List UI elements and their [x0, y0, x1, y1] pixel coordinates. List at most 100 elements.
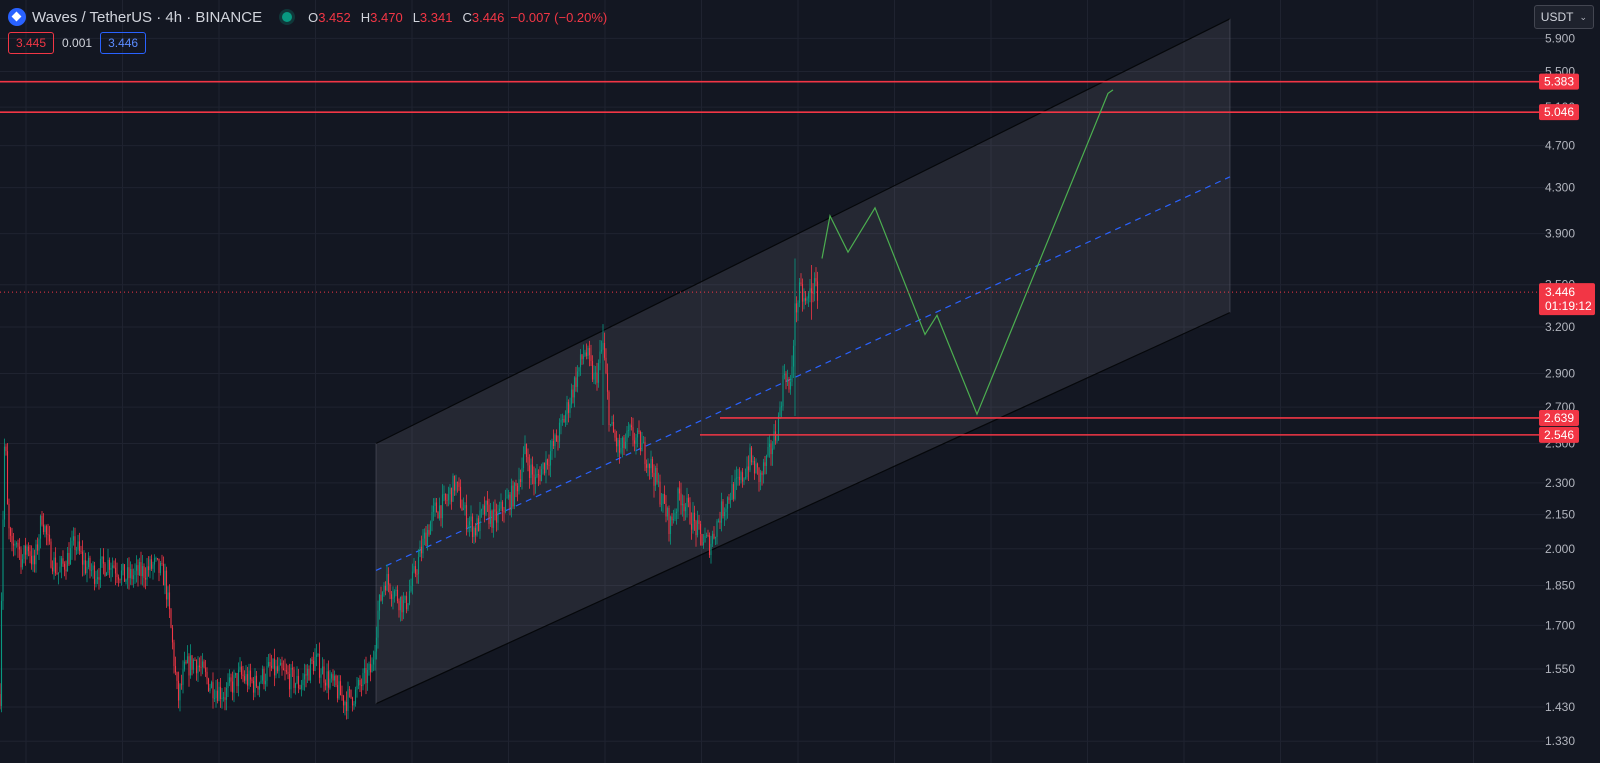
chevron-down-icon: ⌄ — [1579, 11, 1587, 22]
channel-upper-line — [375, 18, 1231, 445]
candle-body — [344, 701, 346, 706]
candle-body — [638, 430, 640, 432]
candle-body — [200, 667, 202, 668]
candle-body — [44, 526, 46, 532]
candle-body — [629, 425, 631, 431]
candle-body — [581, 354, 583, 360]
price-level-tag — [1539, 426, 1579, 443]
candle-body — [402, 600, 405, 613]
candle-body — [461, 507, 463, 511]
candle-body — [743, 478, 745, 482]
price-level-tag — [1539, 409, 1579, 426]
candle-body — [594, 372, 597, 374]
candle-body — [756, 463, 759, 468]
candle-body — [525, 443, 528, 457]
candle-body — [674, 513, 676, 520]
candle-body — [240, 666, 243, 675]
candle-body — [71, 540, 73, 548]
candle-body — [171, 627, 174, 643]
candle-body — [455, 481, 457, 491]
candle-body — [785, 373, 787, 382]
candle-body — [470, 516, 472, 522]
candle-body — [392, 597, 394, 599]
candle-body — [228, 677, 231, 683]
candle-body — [783, 373, 786, 376]
candle-body — [617, 440, 619, 447]
candle-body — [500, 501, 502, 509]
candle-body — [144, 577, 147, 580]
candle-body — [513, 483, 516, 507]
candle-body — [170, 609, 172, 628]
candle-body — [701, 534, 703, 546]
candle-body — [731, 484, 733, 500]
candle-body — [224, 697, 226, 700]
candle-body — [732, 484, 735, 499]
candle-body — [588, 348, 591, 356]
candle-body — [551, 441, 553, 452]
candle-body — [660, 503, 663, 505]
candle-body — [230, 677, 232, 682]
candle-body — [666, 507, 669, 517]
price-level-label: 2.639 — [1544, 411, 1574, 425]
candle-body — [113, 565, 115, 568]
candle-body — [563, 418, 565, 423]
candle-body — [419, 546, 421, 558]
candle-body — [534, 476, 537, 485]
buy-button[interactable]: 3.446 — [100, 32, 147, 54]
candle-body — [749, 447, 751, 471]
candle-body — [665, 503, 667, 517]
market-status-icon[interactable] — [282, 12, 293, 22]
candle-body — [272, 658, 274, 668]
candle-body — [647, 463, 649, 468]
currency-select[interactable]: USDT ⌄ — [1533, 5, 1594, 29]
candle-body — [566, 402, 568, 415]
candle-body — [560, 419, 562, 423]
candle-body — [762, 462, 765, 475]
candle-body — [705, 534, 708, 536]
candle-body — [420, 546, 423, 554]
candle-body — [188, 656, 190, 676]
candle-body — [209, 687, 211, 692]
candle-body — [635, 437, 637, 444]
candle-body — [278, 665, 280, 672]
candle-body — [609, 424, 612, 426]
candle-body — [291, 667, 294, 670]
candle-body — [398, 601, 400, 611]
candle-body — [401, 596, 403, 613]
candle-body — [327, 671, 330, 688]
candle-body — [53, 557, 55, 572]
candle-body — [582, 355, 585, 360]
candle-body — [788, 378, 790, 390]
candle-body — [276, 666, 279, 672]
spread-value: 0.001 — [62, 36, 93, 50]
candle-body — [614, 432, 616, 438]
y-tick-label: 1.430 — [1545, 700, 1575, 714]
candle-body — [792, 345, 795, 367]
candle-body — [498, 508, 501, 511]
sell-button[interactable]: 3.445 — [8, 32, 55, 54]
candle-body — [533, 474, 535, 485]
candle-body — [198, 665, 201, 668]
candle-body — [62, 558, 64, 564]
candle-body — [26, 546, 28, 555]
candle-body — [404, 596, 406, 601]
candle-body — [683, 503, 685, 512]
candle-body — [27, 546, 30, 552]
price-level-label: 2.546 — [1544, 428, 1574, 442]
candle-body — [536, 474, 538, 477]
candle-body — [378, 594, 381, 611]
candle-body — [312, 660, 315, 671]
candle-body — [309, 659, 312, 681]
symbol-title[interactable]: Waves / TetherUS · 4h · BINANCE — [32, 8, 263, 26]
y-tick-label: 1.330 — [1545, 734, 1575, 748]
candle-body — [104, 563, 106, 576]
candle-body — [371, 664, 373, 673]
candle-body — [225, 687, 228, 700]
candle-body — [282, 668, 285, 671]
candle-body — [161, 563, 163, 564]
candle-body — [257, 686, 259, 690]
chart-legend: Waves / TetherUS · 4h · BINANCE O3.452 H… — [8, 6, 607, 28]
candle-body — [630, 425, 633, 428]
candle-body — [215, 690, 217, 699]
